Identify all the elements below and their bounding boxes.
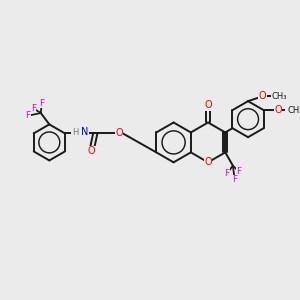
Text: O: O bbox=[115, 128, 123, 138]
Text: F: F bbox=[236, 167, 241, 176]
Text: F: F bbox=[25, 111, 30, 120]
Text: F: F bbox=[31, 104, 36, 113]
Text: F: F bbox=[232, 176, 237, 184]
Text: O: O bbox=[259, 92, 266, 101]
Text: F: F bbox=[225, 169, 230, 178]
Text: O: O bbox=[88, 146, 95, 156]
Text: H: H bbox=[72, 128, 78, 137]
Text: O: O bbox=[274, 105, 282, 115]
Text: O: O bbox=[204, 100, 212, 110]
Text: F: F bbox=[39, 99, 44, 108]
Text: N: N bbox=[81, 128, 88, 137]
Text: O: O bbox=[204, 157, 212, 167]
Text: CH₃: CH₃ bbox=[287, 106, 300, 115]
Text: CH₃: CH₃ bbox=[272, 92, 287, 101]
